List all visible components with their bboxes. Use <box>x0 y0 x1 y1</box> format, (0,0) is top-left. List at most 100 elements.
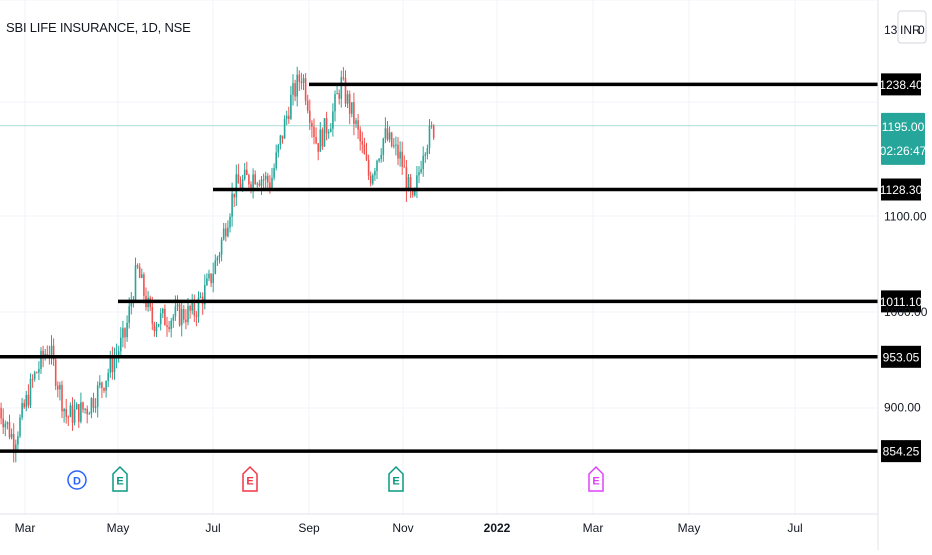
candle-body <box>107 372 109 381</box>
candle-body <box>294 83 296 97</box>
candle-body <box>365 154 368 160</box>
candle-body <box>302 78 305 83</box>
currency-button[interactable]: INR 0 13 <box>884 10 927 44</box>
x-tick-label: Nov <box>392 521 413 535</box>
candle-body <box>204 285 206 305</box>
candle-body <box>409 177 412 191</box>
marker-label: E <box>246 476 253 488</box>
candle-body <box>130 302 133 307</box>
candle-body <box>38 368 40 373</box>
candle-body <box>143 274 145 296</box>
candle-body <box>315 137 317 144</box>
candle-body <box>254 174 256 184</box>
candle-body <box>239 183 242 189</box>
earnings-marker[interactable]: E <box>242 465 258 492</box>
candle-body <box>52 345 55 360</box>
candle-body <box>8 422 11 438</box>
earnings-marker[interactable]: E <box>388 465 404 492</box>
candle-body <box>395 144 397 146</box>
candle-body <box>432 125 435 139</box>
candle-body <box>90 398 93 414</box>
candle-body <box>59 384 61 390</box>
candle-body <box>88 413 91 415</box>
candle-body <box>189 306 191 311</box>
marker-label: E <box>592 476 599 488</box>
candle-body <box>94 406 97 408</box>
candle-body <box>187 306 189 323</box>
candle-body <box>124 328 126 338</box>
candle-body <box>229 216 231 228</box>
level-tag-label: 1238.40 <box>879 78 923 92</box>
candle-body <box>4 423 7 428</box>
candle-body <box>348 94 351 114</box>
candle-body <box>65 408 67 417</box>
candle-body <box>342 77 345 79</box>
candle-body <box>151 307 154 324</box>
candle-body <box>63 408 65 412</box>
candle-body <box>426 148 429 155</box>
candle-body <box>411 190 414 196</box>
candle-body <box>388 132 391 140</box>
candle-body <box>109 356 112 373</box>
candle-body <box>10 434 13 438</box>
candle-body <box>332 111 334 129</box>
candle-body <box>15 444 17 452</box>
candle-body <box>117 351 120 355</box>
candle-body <box>99 382 101 386</box>
candle-body <box>338 93 340 99</box>
time-axis[interactable]: Mar May Jul Sep Nov 2022 Mar May Jul <box>15 521 803 535</box>
candle-body <box>378 158 380 161</box>
candle-body <box>153 323 156 332</box>
candle-body <box>374 171 376 176</box>
symbol-title: SBI LIFE INSURANCE, 1D, NSE <box>6 20 191 35</box>
marker-label: D <box>73 476 81 488</box>
candle-body <box>80 402 82 422</box>
candle-body <box>40 350 42 369</box>
candle-body <box>225 228 227 237</box>
candle-body <box>168 327 170 330</box>
candle-body <box>138 266 141 278</box>
candle-body <box>399 151 401 159</box>
candle-body <box>170 320 172 330</box>
candle-body <box>227 227 229 237</box>
y-tick-label: 1100.00 <box>884 210 927 224</box>
candle-body <box>61 384 63 412</box>
candle-body <box>386 128 389 140</box>
candle-body <box>258 183 261 186</box>
horizontal-levels[interactable]: 1238.40 1128.30 1011.10 953.05 854.25 <box>0 73 923 463</box>
y-tick-label: 900.00 <box>884 400 921 414</box>
candle-body <box>69 405 72 417</box>
level-tag <box>881 73 921 96</box>
candle-body <box>300 81 303 83</box>
candle-body <box>57 385 59 390</box>
candle-body <box>376 160 378 172</box>
candle-body <box>27 394 30 406</box>
level-tag <box>881 440 921 463</box>
candle-body <box>235 174 238 198</box>
candle-body <box>193 300 196 316</box>
candle-body <box>84 408 86 410</box>
level-tag <box>881 178 921 201</box>
y-tick-label: 1000.00 <box>884 305 928 319</box>
dividend-marker[interactable]: D <box>67 470 87 490</box>
candle-body <box>220 239 223 255</box>
candle-body <box>29 378 32 406</box>
candle-body <box>250 184 252 188</box>
candle-body <box>334 93 336 112</box>
candle-body <box>304 78 307 101</box>
candle-body <box>273 168 275 178</box>
candle-body <box>311 122 313 127</box>
candle-body <box>384 128 387 139</box>
candle-body <box>346 94 349 104</box>
price-axis[interactable]: 1100.00 1000.00 900.00 <box>884 210 928 415</box>
candle-body <box>17 436 19 445</box>
candle-body <box>180 309 183 326</box>
candle-body <box>382 138 385 155</box>
earnings-marker[interactable]: E <box>588 465 604 492</box>
earnings-marker[interactable]: E <box>112 465 128 492</box>
candle-body <box>134 265 137 301</box>
candle-body <box>86 408 88 415</box>
